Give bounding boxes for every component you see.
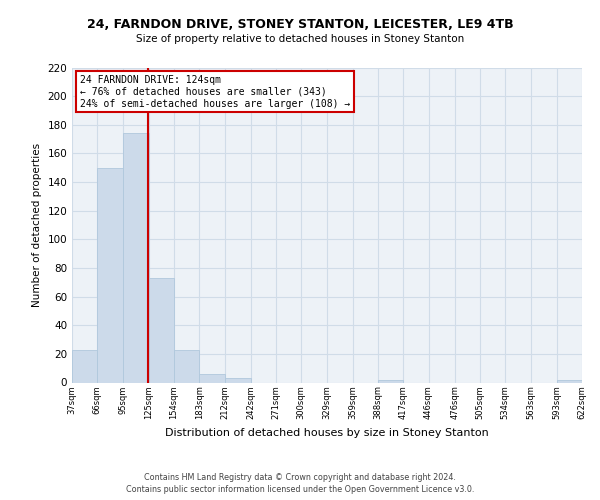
Y-axis label: Number of detached properties: Number of detached properties (32, 143, 42, 307)
Bar (122, 134, 149, 382)
Bar (224, 378, 251, 382)
X-axis label: Distribution of detached houses by size in Stoney Stanton: Distribution of detached houses by size … (165, 428, 489, 438)
Text: 24, FARNDON DRIVE, STONEY STANTON, LEICESTER, LE9 4TB: 24, FARNDON DRIVE, STONEY STANTON, LEICE… (86, 18, 514, 30)
Bar (72, 350, 97, 382)
Text: Size of property relative to detached houses in Stoney Stanton: Size of property relative to detached ho… (136, 34, 464, 44)
Bar (199, 374, 224, 382)
Bar (557, 380, 582, 382)
Bar (174, 350, 199, 382)
Text: Contains HM Land Registry data © Crown copyright and database right 2024.
Contai: Contains HM Land Registry data © Crown c… (126, 472, 474, 494)
Bar (378, 380, 403, 382)
Bar (97, 168, 122, 382)
Bar (149, 278, 174, 382)
Text: 24 FARNDON DRIVE: 124sqm
← 76% of detached houses are smaller (343)
24% of semi-: 24 FARNDON DRIVE: 124sqm ← 76% of detach… (80, 76, 350, 108)
